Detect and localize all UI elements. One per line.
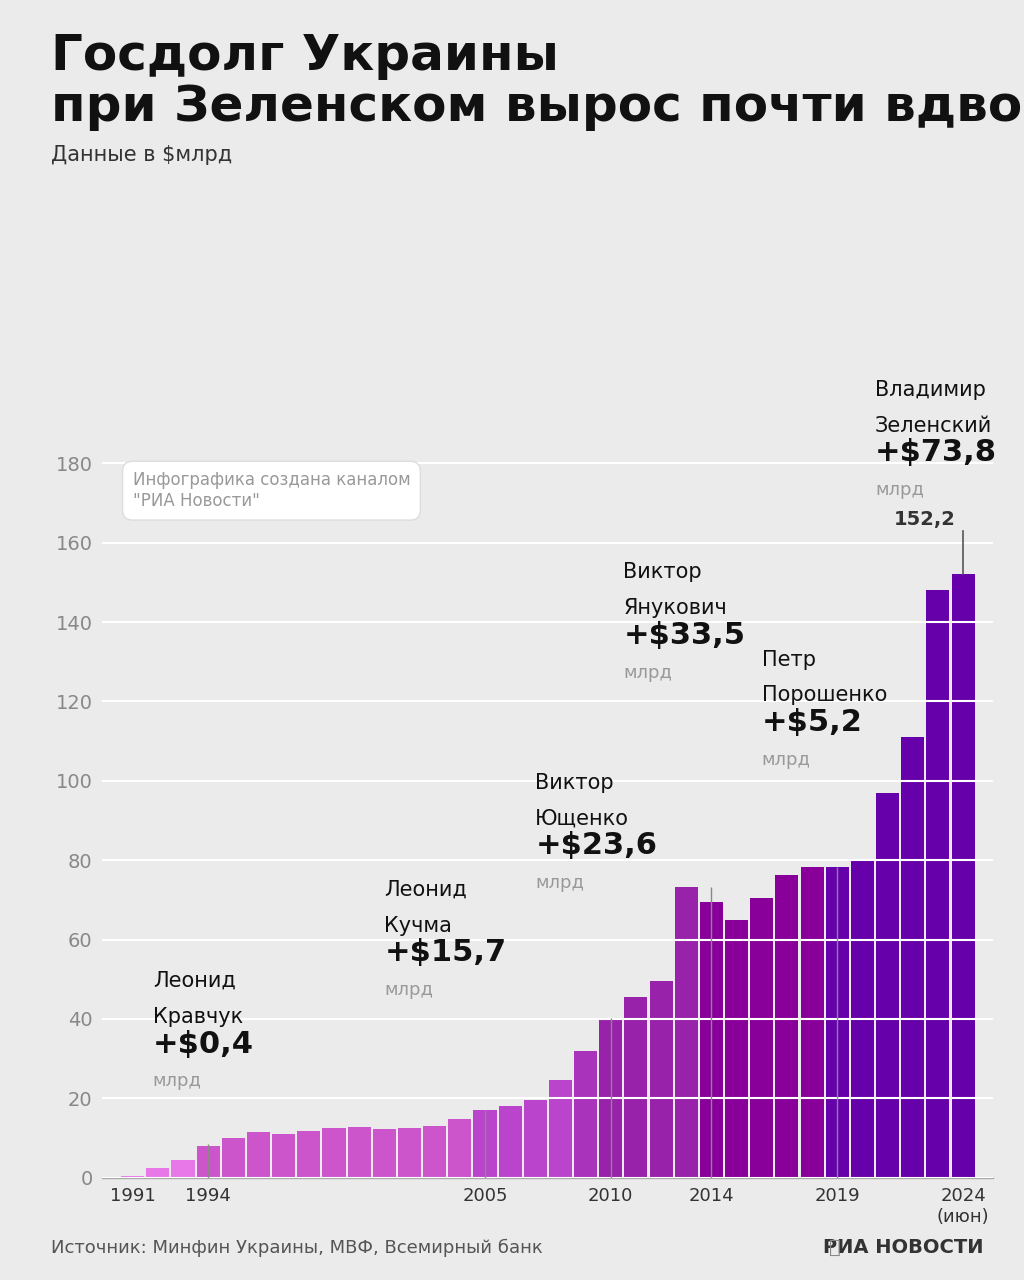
Bar (121, 1176, 144, 1178)
Text: +$23,6: +$23,6 (536, 831, 657, 860)
Bar (247, 1132, 270, 1178)
Bar (825, 867, 849, 1178)
Text: Источник: Минфин Украины, МВФ, Всемирный банк: Источник: Минфин Украины, МВФ, Всемирный… (51, 1239, 543, 1257)
Bar (574, 1051, 597, 1178)
Text: 🌐: 🌐 (829, 1238, 841, 1257)
Text: Порошенко: Порошенко (762, 685, 887, 705)
Text: млрд: млрд (153, 1073, 202, 1091)
Bar (649, 982, 673, 1178)
Bar (423, 1126, 446, 1178)
Bar (725, 919, 749, 1178)
Bar (751, 897, 773, 1178)
Bar (851, 860, 874, 1178)
Bar (625, 997, 647, 1178)
Bar (599, 1018, 623, 1178)
Bar (197, 1146, 220, 1178)
Text: Зеленский: Зеленский (874, 416, 992, 435)
Bar (398, 1128, 421, 1178)
Text: при Зеленском вырос почти вдвое: при Зеленском вырос почти вдвое (51, 83, 1024, 131)
Text: млрд: млрд (624, 663, 673, 681)
Bar (549, 1080, 572, 1178)
Text: Инфографика создана каналом
"РИА Новости": Инфографика создана каналом "РИА Новости… (132, 471, 411, 511)
Bar (876, 792, 899, 1178)
Bar (373, 1129, 396, 1178)
Text: Ющенко: Ющенко (536, 809, 630, 828)
Text: +$15,7: +$15,7 (384, 938, 507, 968)
Bar (699, 902, 723, 1178)
Bar (523, 1101, 547, 1178)
Bar (951, 573, 975, 1178)
Text: млрд: млрд (762, 751, 811, 769)
Bar (323, 1128, 345, 1178)
Bar (449, 1119, 471, 1178)
Text: Данные в $млрд: Данные в $млрд (51, 145, 232, 165)
Bar (775, 874, 799, 1178)
Bar (146, 1167, 169, 1178)
Text: +$33,5: +$33,5 (624, 621, 745, 650)
Bar (221, 1138, 245, 1178)
Text: Петр: Петр (762, 650, 816, 669)
Bar (272, 1134, 295, 1178)
Bar (171, 1160, 195, 1178)
Text: Госдолг Украины: Госдолг Украины (51, 32, 559, 79)
Bar (801, 868, 823, 1178)
Bar (901, 737, 925, 1178)
Bar (347, 1126, 371, 1178)
Bar (473, 1110, 497, 1178)
Text: Янукович: Янукович (624, 598, 727, 618)
Text: Виктор: Виктор (624, 562, 702, 582)
Bar (499, 1106, 521, 1178)
Text: РИА НОВОСТИ: РИА НОВОСТИ (822, 1238, 983, 1257)
Text: Леонид: Леонид (384, 879, 467, 900)
Text: 152,2: 152,2 (894, 509, 955, 529)
Text: млрд: млрд (874, 481, 924, 499)
Text: Владимир: Владимир (874, 380, 986, 399)
Text: Кучма: Кучма (384, 915, 453, 936)
Text: млрд: млрд (536, 874, 585, 892)
Text: Леонид: Леонид (153, 972, 236, 991)
Text: Кравчук: Кравчук (153, 1007, 243, 1027)
Bar (297, 1130, 321, 1178)
Text: Виктор: Виктор (536, 773, 613, 792)
Bar (675, 887, 697, 1178)
Text: млрд: млрд (384, 980, 433, 998)
Text: +$5,2: +$5,2 (762, 708, 862, 737)
Text: +$0,4: +$0,4 (153, 1029, 254, 1059)
Text: +$73,8: +$73,8 (874, 438, 997, 467)
Bar (927, 590, 949, 1178)
